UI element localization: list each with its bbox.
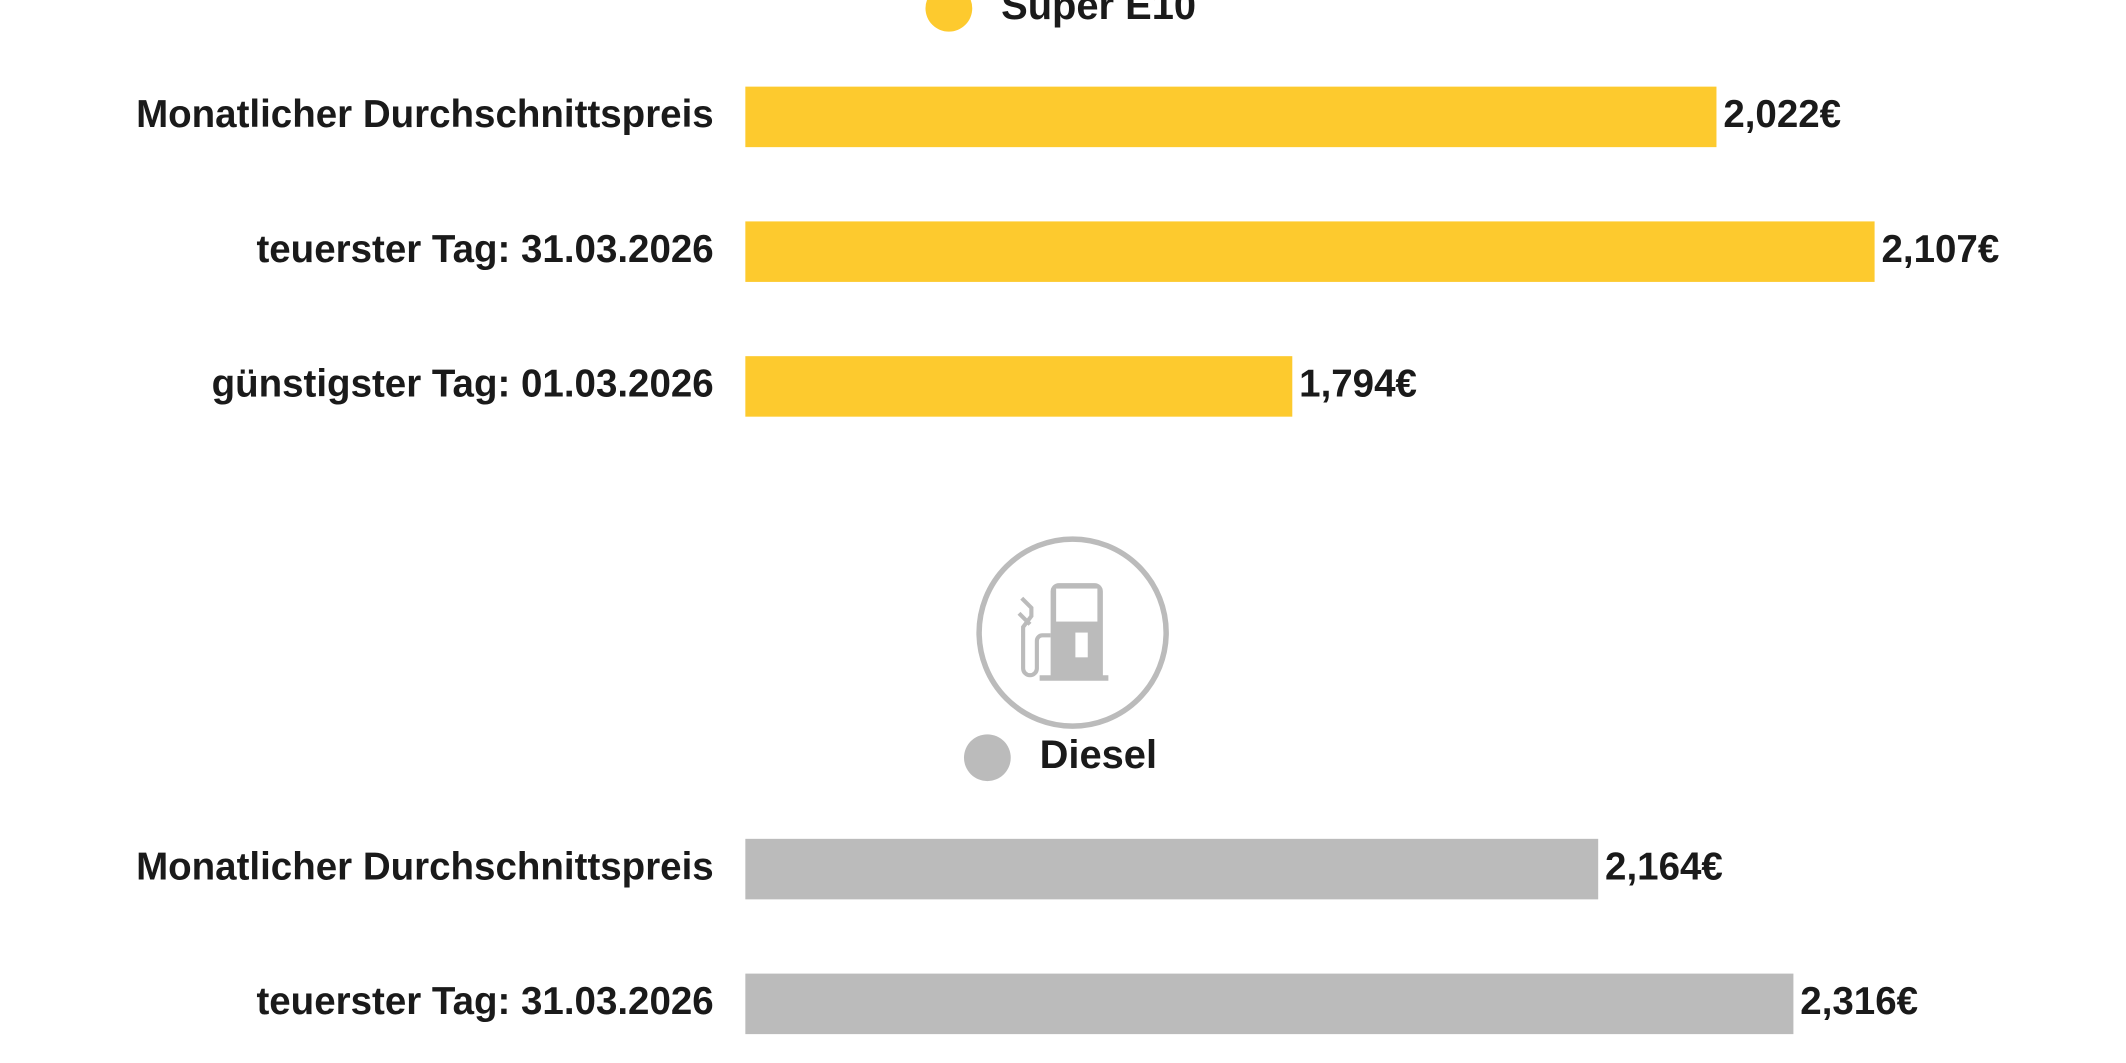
value-label: 2,316€: [1800, 980, 1918, 1023]
category-label: günstigster Tag: 01.03.2026: [212, 363, 714, 406]
legend-marker: [925, 0, 973, 32]
value-label: 2,164€: [1605, 845, 1723, 888]
legend-label: Super E10: [1001, 0, 1196, 28]
value-label: 1,794€: [1299, 363, 1417, 406]
legend-marker: [963, 734, 1011, 782]
category-label: Monatlicher Durchschnittspreis: [136, 93, 714, 136]
value-label: 2,022€: [1723, 93, 1841, 136]
bar: [745, 838, 1599, 900]
bar: [745, 221, 1875, 282]
bar: [745, 356, 1293, 417]
legend-label: Diesel: [1040, 733, 1157, 777]
value-label: 2,107€: [1881, 228, 1999, 271]
fuel-pump-icon: [976, 536, 1169, 729]
category-label: teuerster Tag: 31.03.2026: [256, 980, 713, 1023]
category-label: teuerster Tag: 31.03.2026: [256, 228, 713, 271]
bar: [745, 973, 1794, 1035]
category-label: Monatlicher Durchschnittspreis: [136, 845, 714, 888]
bar: [745, 86, 1717, 148]
